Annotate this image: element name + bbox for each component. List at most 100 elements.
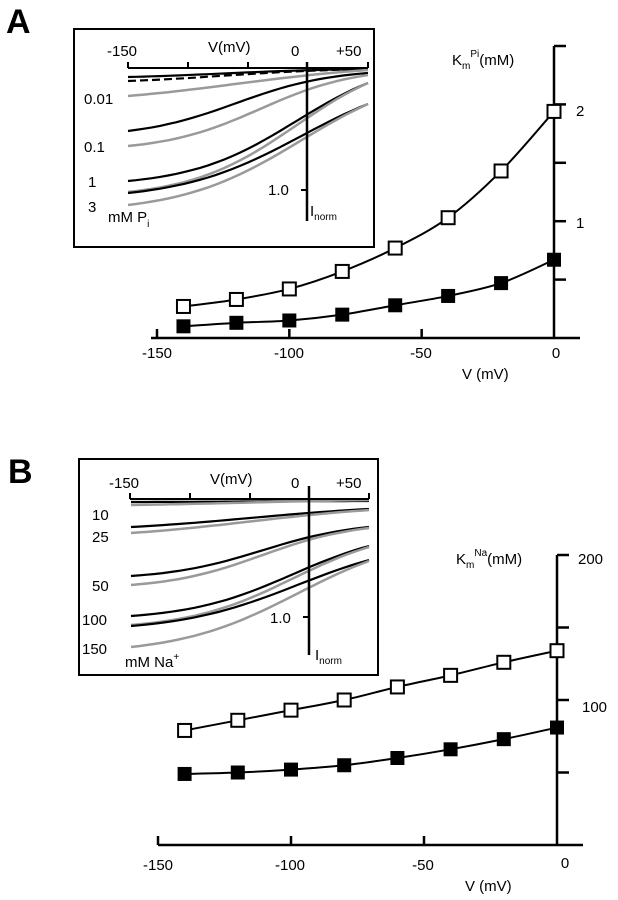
inset-y-axis-title: Inorm: [310, 203, 337, 223]
open-square-point: [496, 654, 512, 670]
inset-data-curve: [130, 544, 370, 618]
inset-curve-label: 0.1: [84, 139, 105, 156]
inset-x-tick-label: +50: [336, 43, 361, 60]
open-square-point: [443, 667, 459, 683]
open-square-point: [175, 298, 191, 314]
inset-fit-curve: [130, 498, 370, 507]
filled-square-point: [390, 751, 405, 765]
y-axis-title-main: K: [456, 551, 466, 568]
inset-x-tick-label: +50: [336, 475, 361, 492]
inset-unit-main: mM Na: [125, 654, 174, 671]
open-square-point: [549, 643, 565, 659]
inset-y-tick-label: 1.0: [270, 610, 291, 627]
open-square-point: [440, 210, 456, 226]
y-axis-title-unit: (mM): [479, 52, 514, 69]
open-square-point: [177, 722, 193, 738]
inset-curve-label: 150: [82, 641, 107, 658]
y-tick-label: 100: [582, 699, 607, 716]
panel-label-b: B: [8, 453, 33, 491]
y-axis-title-sub: m: [462, 61, 470, 72]
inset-data-curve: [127, 67, 369, 79]
inset-curve-label: 0.01: [84, 91, 113, 108]
panel-b-xtick-labels: -150 -100 -50 0: [143, 855, 569, 874]
inset-fit-curve: [127, 73, 369, 148]
x-tick-label: 0: [552, 345, 560, 362]
inset-x-tick-label: -150: [109, 475, 139, 492]
open-square-point: [389, 679, 405, 695]
inset-unit-main: mM P: [108, 209, 147, 226]
filled-square-point: [337, 758, 352, 773]
inset-y-title-sub: norm: [319, 656, 342, 667]
panel-a-axes: [151, 44, 580, 340]
panel-b-axes: [156, 553, 583, 847]
open-square-point: [283, 702, 299, 718]
panel-label-a: A: [6, 3, 31, 41]
panel-a-inset: -150 V(mV) 0 +50 0.01 0.1 1 3 1.0 Inorm …: [73, 28, 375, 248]
open-square-point: [387, 240, 403, 256]
inset-unit-label: mM Pi: [108, 209, 149, 230]
filled-square-point: [443, 742, 458, 757]
y-axis-title-unit: (mM): [487, 551, 522, 568]
inset-fit-curve: [130, 508, 370, 535]
inset-fit-curve: [130, 526, 370, 587]
inset-frame: [73, 28, 375, 248]
x-tick-label: 0: [561, 855, 569, 872]
inset-curve-label: 1: [88, 174, 96, 191]
x-tick-label: -150: [142, 345, 172, 362]
inset-data-curve: [130, 525, 370, 578]
inset-fit-curve: [130, 559, 370, 649]
inset-curve-label: 50: [92, 578, 109, 595]
panel-a-chart: -150 -100 -50 0 V (mV) 2 1 KmPi(mM): [142, 44, 584, 383]
filled-square-point: [176, 319, 191, 334]
inset-axes: [129, 486, 370, 655]
filled-square-point: [547, 252, 561, 267]
open-square-point: [336, 692, 352, 708]
filled-square-point: [177, 766, 192, 781]
filled-square-point: [230, 765, 245, 780]
open-square-point: [230, 712, 246, 728]
filled-square-point: [388, 298, 403, 313]
inset-curve-label: 25: [92, 529, 109, 546]
inset-unit-sup: +: [173, 652, 179, 663]
y-tick-label: 1: [576, 215, 584, 232]
filled-square-point: [229, 315, 244, 330]
inset-curve-label: 100: [82, 612, 107, 629]
filled-square-point: [496, 732, 511, 747]
open-square-point: [546, 103, 562, 119]
x-tick-label: -100: [274, 345, 304, 362]
x-axis-title: V (mV): [462, 366, 509, 383]
y-axis-title-sup: Na: [474, 548, 487, 559]
inset-data-curve: [130, 558, 370, 628]
open-square-point: [228, 291, 244, 307]
x-tick-label: -150: [143, 857, 173, 874]
inset-x-tick-label: 0: [291, 475, 299, 492]
y-axis-title-sub: m: [466, 560, 474, 571]
x-tick-label: -100: [275, 857, 305, 874]
inset-x-axis-title: V(mV): [208, 39, 251, 56]
inset-data-curve: [127, 102, 369, 195]
y-axis-title-main: K: [452, 52, 462, 69]
inset-fit-curve: [127, 68, 369, 98]
inset-x-axis-title: V(mV): [210, 471, 253, 488]
inset-data-curve: [130, 507, 370, 529]
open-square-point: [334, 263, 350, 279]
open-square-point: [281, 281, 297, 297]
inset-curves: [127, 67, 369, 207]
filled-square-point: [282, 313, 297, 328]
filled-square-point: [494, 276, 509, 291]
inset-y-title-main: I: [315, 647, 319, 664]
inset-fit-curve: [127, 102, 369, 207]
inset-unit-sub: i: [147, 219, 149, 230]
filled-square-point: [284, 762, 298, 777]
inset-y-title-sub: norm: [314, 212, 337, 223]
inset-curve-label: 10: [92, 507, 109, 524]
filled-square-point: [441, 288, 456, 303]
x-tick-label: -50: [410, 345, 432, 362]
panel-b-chart: -150 -100 -50 0 V (mV) 200 100 KmNa(mM): [143, 548, 607, 895]
y-tick-label: 2: [576, 103, 584, 120]
panel-a-xtick-labels: -150 -100 -50 0: [142, 345, 560, 362]
inset-fit-curve: [127, 81, 369, 194]
inset-data-curve: [127, 81, 369, 183]
inset-unit-label: mM Na+: [125, 652, 179, 671]
